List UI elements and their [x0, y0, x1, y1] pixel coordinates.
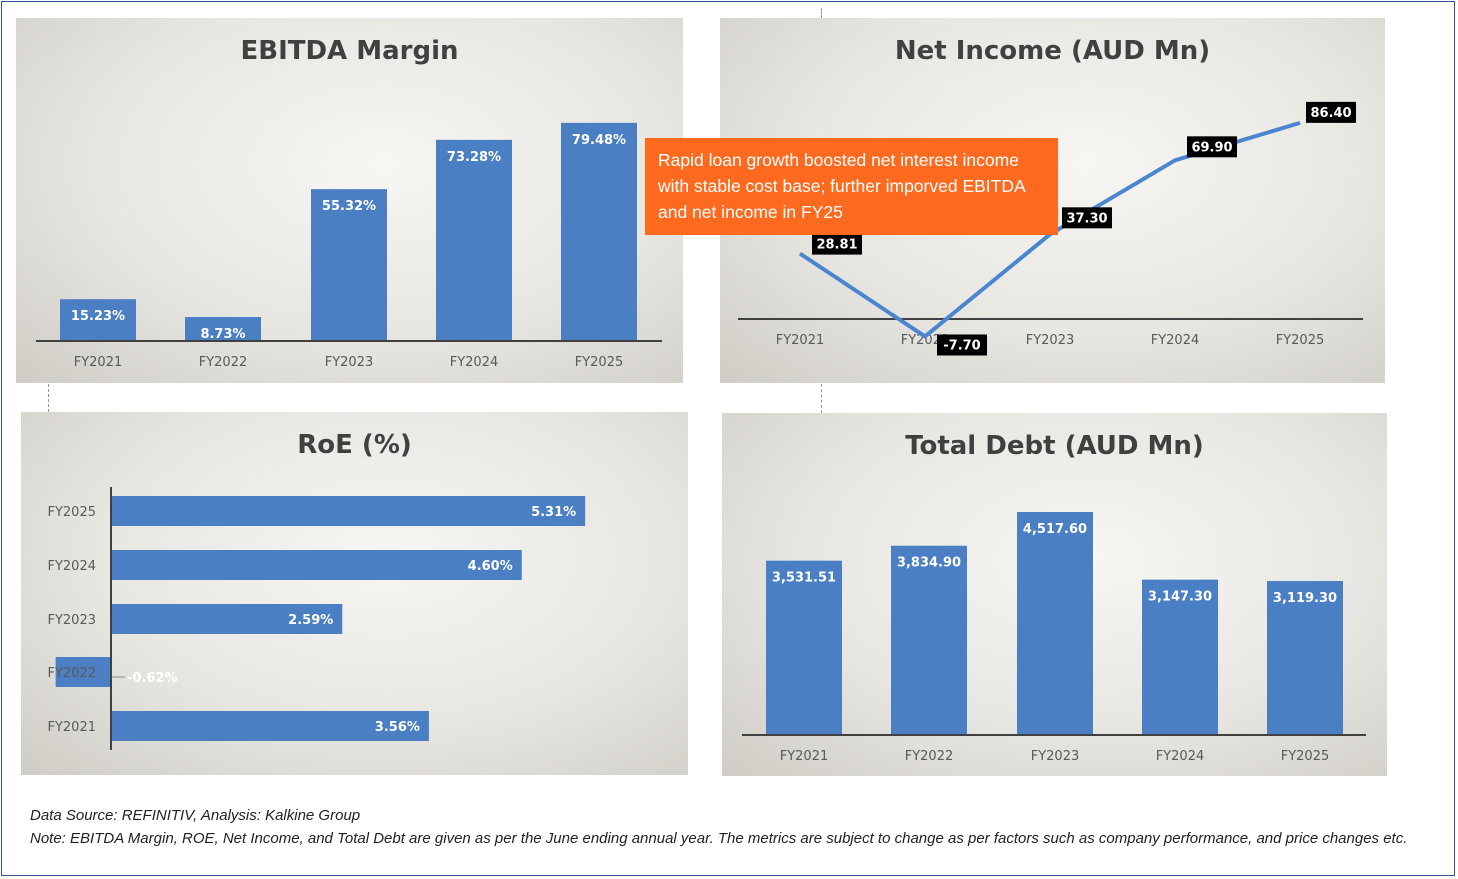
y-tick-label: FY2024 [47, 559, 96, 574]
bar [766, 560, 842, 735]
bar [561, 122, 637, 342]
data-label: -7.70 [943, 338, 980, 353]
annotation-callout: Rapid loan growth boosted net interest i… [645, 138, 1058, 235]
bar [1142, 579, 1218, 735]
data-label: 4,517.60 [1023, 522, 1087, 537]
connector-line [821, 384, 822, 413]
data-source: Data Source: REFINITIV, Analysis: Kalkin… [30, 807, 361, 824]
data-label: 3,531.51 [772, 571, 836, 586]
y-tick-label: FY2021 [47, 720, 96, 735]
data-label: 73.28% [447, 150, 501, 165]
data-label-box [1306, 101, 1356, 123]
y-tick-label: FY2025 [47, 505, 96, 520]
x-tick-label: FY2021 [776, 333, 825, 348]
connector-line [821, 8, 822, 18]
footnote: Note: EBITDA Margin, ROE, Net Income, an… [30, 830, 1408, 847]
bar [311, 189, 387, 341]
data-label: 3,119.30 [1273, 591, 1337, 606]
connector-line [48, 384, 49, 412]
data-label: 4.60% [468, 559, 513, 574]
bar [60, 299, 136, 341]
bar [111, 604, 343, 634]
data-label: 86.40 [1310, 106, 1351, 121]
bar [1017, 512, 1093, 735]
ebitda-margin-chart: EBITDA Margin 15.23% FY2021 8.73% FY2022 55.… [16, 18, 683, 383]
data-label: 3.56% [375, 720, 420, 735]
bar [891, 545, 967, 735]
chart-title: Total Debt (AUD Mn) [905, 431, 1204, 461]
data-label-box [812, 233, 862, 255]
y-tick-label: FY2022 [47, 666, 96, 681]
total-debt-chart: Total Debt (AUD Mn) 3,531.51 FY2021 3,834.… [722, 413, 1387, 776]
chart-title: Net Income (AUD Mn) [894, 36, 1211, 66]
x-tick-label: FY2024 [1156, 749, 1205, 764]
bar [55, 657, 111, 687]
data-label: 2.59% [288, 613, 333, 628]
bar [111, 496, 586, 526]
bar [111, 711, 429, 741]
data-label: 55.32% [322, 199, 376, 214]
x-tick-label: FY2025 [1276, 333, 1325, 348]
bar [185, 317, 261, 341]
data-label: 3,834.90 [897, 556, 961, 571]
x-tick-label: FY2024 [1151, 333, 1200, 348]
data-label-box [937, 334, 987, 356]
x-tick-label: FY2023 [325, 355, 374, 370]
data-label-box [1187, 136, 1237, 158]
data-label: 3,147.30 [1148, 590, 1212, 605]
data-label: 8.73% [200, 327, 245, 342]
data-label: 69.90 [1191, 140, 1232, 155]
data-label-box [1062, 207, 1112, 229]
x-tick-label: FY2021 [74, 355, 123, 370]
x-tick-label: FY2023 [1026, 333, 1075, 348]
data-label: 37.30 [1066, 211, 1107, 226]
x-tick-label: FY2023 [1031, 749, 1080, 764]
chart-title: RoE (%) [297, 430, 412, 460]
x-tick-label: FY2021 [780, 749, 829, 764]
data-label: 79.48% [572, 133, 626, 148]
bar [1267, 581, 1343, 735]
x-tick-label: FY2024 [450, 355, 499, 370]
roe-chart: RoE (%) 5.31% FY2025 4.60% FY2024 2.59% FY202… [21, 412, 688, 775]
x-tick-label: FY2025 [1281, 749, 1330, 764]
bar [111, 550, 522, 580]
data-label: -0.62% [127, 671, 178, 686]
x-tick-label: FY2022 [905, 749, 954, 764]
chart-title: EBITDA Margin [240, 36, 459, 66]
data-label: 5.31% [531, 505, 576, 520]
x-tick-label: FY2025 [575, 355, 624, 370]
data-label: 28.81 [816, 238, 857, 253]
bar [436, 139, 512, 341]
data-label: 15.23% [71, 309, 125, 324]
x-tick-label: FY2022 [199, 355, 248, 370]
y-tick-label: FY2023 [47, 613, 96, 628]
